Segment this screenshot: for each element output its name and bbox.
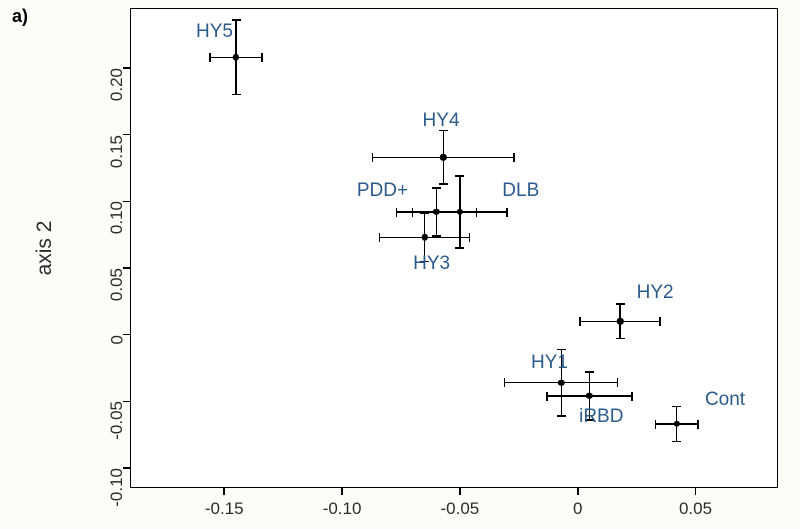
errorbar-x-cap (631, 392, 632, 401)
x-tick (577, 488, 579, 495)
errorbar-x-cap (412, 208, 413, 217)
errorbar-x-cap (546, 392, 547, 401)
errorbar-x-cap (697, 420, 698, 429)
point-label-HY5: HY5 (196, 21, 233, 43)
errorbar-x-cap (617, 378, 618, 387)
x-tick-label: 0 (573, 499, 582, 519)
x-tick-label: -0.10 (323, 499, 362, 519)
errorbar-y-cap (557, 415, 566, 416)
errorbar-x-cap (579, 317, 580, 326)
y-tick-label: 0 (107, 335, 127, 344)
y-tick-label: 0.05 (107, 268, 127, 301)
x-tick-label: -0.15 (205, 499, 244, 519)
point-label-HY2: HY2 (637, 282, 674, 304)
x-tick (459, 488, 461, 495)
errorbar-x-cap (209, 53, 210, 62)
point-label-Cont: Cont (705, 389, 745, 411)
y-tick-label: -0.05 (107, 401, 127, 440)
errorbar-x-cap (504, 378, 505, 387)
y-tick-label: 0.10 (107, 201, 127, 234)
y-tick-label: 0.15 (107, 135, 127, 168)
errorbar-x-cap (396, 208, 397, 217)
point-label-PDD+: PDD+ (357, 180, 408, 202)
figure-root: a) axis 2 -0.15 -0.10 -0.05 0 0.05 -0.10 -0.05… (0, 0, 800, 529)
x-tick (341, 488, 343, 495)
x-tick-label: -0.05 (441, 499, 480, 519)
errorbar-y-cap (420, 213, 429, 214)
errorbar-x-cap (261, 53, 262, 62)
errorbar-x-cap (655, 420, 656, 429)
errorbar-x-cap (506, 208, 507, 217)
point-label-HY4: HY4 (423, 110, 460, 132)
errorbar-y-cap (672, 406, 681, 407)
errorbar-x-cap (379, 233, 380, 242)
errorbar-y-cap (585, 371, 594, 372)
errorbar-y-cap (439, 183, 448, 184)
errorbar-x-cap (513, 153, 514, 162)
panel-tag: a) (12, 6, 28, 27)
x-tick (695, 488, 697, 495)
errorbar-y-cap (616, 338, 625, 339)
point-label-HY1: HY1 (531, 352, 568, 374)
errorbar-x-cap (372, 153, 373, 162)
errorbar-x-cap (469, 233, 470, 242)
y-tick-label: 0.20 (107, 68, 127, 101)
x-tick-label: 0.05 (679, 499, 712, 519)
y-tick-label: -0.10 (107, 468, 127, 507)
errorbar-y-cap (557, 349, 566, 350)
errorbar-y-cap (232, 94, 241, 95)
errorbar-y-cap (455, 247, 464, 248)
errorbar-y-cap (455, 175, 464, 176)
x-tick (223, 488, 225, 495)
point-label-DLB: DLB (502, 180, 539, 202)
point-label-iRBD: iRBD (579, 406, 623, 428)
errorbar-x-cap (659, 317, 660, 326)
plot-area (130, 8, 778, 488)
errorbar-y-cap (432, 187, 441, 188)
point-label-HY3: HY3 (413, 253, 450, 275)
errorbar-y-cap (672, 441, 681, 442)
errorbar-y-cap (616, 303, 625, 304)
y-axis-label: axis 2 (33, 221, 57, 276)
